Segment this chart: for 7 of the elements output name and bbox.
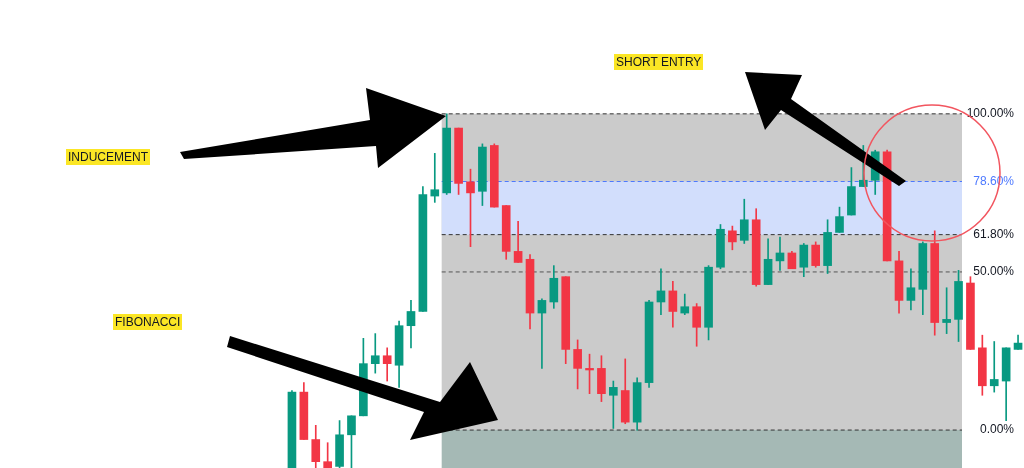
text: INDUCEMENT [66,149,150,165]
annotation: SHORT ENTRY [614,54,704,70]
y-tick-label: 61.80% [973,226,1015,241]
y-tick-label: 0.00% [979,422,1015,437]
y-tick-label: 50.00% [973,264,1015,279]
y-tick-label: 100.00% [966,106,1015,121]
text: FIBONACCI [113,314,183,330]
